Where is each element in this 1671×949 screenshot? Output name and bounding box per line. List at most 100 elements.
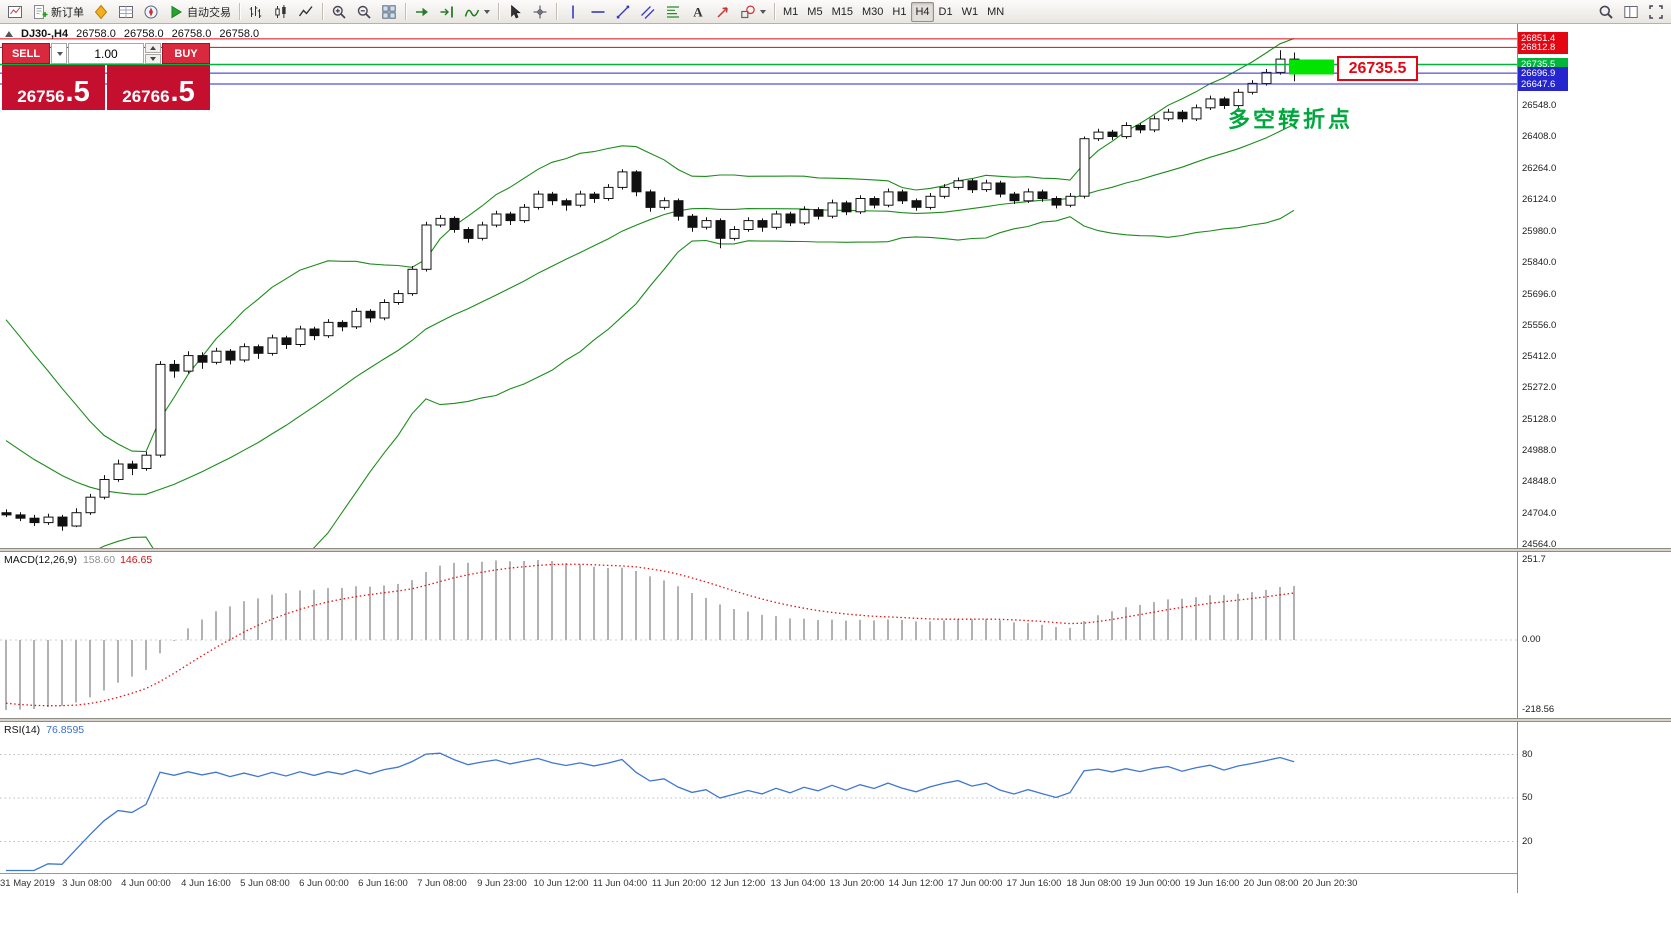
time-axis-label: 7 Jun 08:00 — [417, 878, 467, 889]
rsi-label: RSI(14) 76.8595 — [4, 724, 85, 736]
shapes-button[interactable] — [736, 2, 770, 22]
macd-panel[interactable]: MACD(12,26,9) 158.60 146.65 — [0, 552, 1517, 718]
timeframe-w1-button[interactable]: W1 — [958, 2, 983, 22]
volume-input[interactable] — [68, 43, 144, 64]
main-chart-canvas[interactable] — [0, 24, 1517, 548]
button-label: MN — [987, 5, 1005, 18]
button-label: W1 — [961, 5, 979, 18]
panel-divider[interactable] — [0, 718, 1671, 722]
collapse-chart-icon[interactable] — [5, 31, 13, 37]
button-label: H4 — [915, 5, 930, 18]
fibonacci-icon — [665, 4, 681, 20]
timeframe-h1-button[interactable]: H1 — [888, 2, 910, 22]
high-value: 26758.0 — [123, 28, 164, 40]
rsi-panel[interactable]: RSI(14) 76.8595 — [0, 722, 1517, 873]
time-axis-label: 11 Jun 04:00 — [592, 878, 648, 889]
time-axis-label: 6 Jun 00:00 — [299, 878, 349, 889]
rsi-canvas[interactable] — [0, 722, 1517, 873]
time-axis-label: 20 Jun 08:00 — [1243, 878, 1299, 889]
symbol-timeframe-label: DJ30-,H4 — [21, 28, 69, 40]
timeframe-m15-button[interactable]: M15 — [828, 2, 857, 22]
zoom-out-button[interactable] — [352, 2, 376, 22]
price-tag: 26696.9 — [1518, 66, 1568, 80]
main-chart-panel[interactable]: DJ30-,H4 26758.0 26758.0 26758.0 26758.0… — [0, 24, 1517, 548]
new-order-button[interactable]: 新订单 — [28, 2, 88, 22]
low-value: 26758.0 — [171, 28, 212, 40]
price-axis-label: 25272.0 — [1522, 382, 1557, 394]
timeframe-m30-button[interactable]: M30 — [858, 2, 887, 22]
indicators-button[interactable] — [460, 2, 494, 22]
tile-windows-button[interactable] — [377, 2, 401, 22]
fullscreen-icon — [1648, 4, 1664, 20]
navigator-icon — [143, 4, 159, 20]
buy-button[interactable]: BUY — [162, 43, 210, 64]
time-axis[interactable]: 31 May 2019 3 Jun 08:00 4 Jun 00:00 4 Jun 1… — [0, 873, 1517, 893]
vertical-line-button[interactable] — [561, 2, 585, 22]
candlestick-chart-button[interactable] — [269, 2, 293, 22]
macd-label: MACD(12,26,9) 158.60 146.65 — [4, 554, 153, 566]
timeframe-h4-button[interactable]: H4 — [911, 1, 934, 22]
horizontal-line-button[interactable] — [586, 2, 610, 22]
market-watch-button[interactable] — [89, 2, 113, 22]
timeframe-m5-button[interactable]: M5 — [803, 2, 826, 22]
search-button[interactable] — [1594, 2, 1618, 22]
time-axis-label: 19 Jun 16:00 — [1184, 878, 1240, 889]
timeframe-m1-button[interactable]: M1 — [779, 2, 802, 22]
volume-stepper — [145, 43, 161, 64]
highlight-box[interactable] — [1289, 59, 1334, 75]
zoom-in-icon — [331, 4, 347, 20]
panel-divider[interactable] — [0, 548, 1671, 552]
terminal-button[interactable] — [139, 2, 163, 22]
time-axis-label: 18 Jun 08:00 — [1066, 878, 1122, 889]
toolbar-separator — [322, 3, 323, 20]
price-axis-label: 26264.0 — [1522, 162, 1557, 174]
chevron-down-icon — [56, 51, 63, 56]
price-axis[interactable]: 26548.0 26408.0 26264.0 26124.0 25980.0 25840… — [1517, 24, 1671, 893]
buy-price-display[interactable]: 26766.5 — [107, 65, 210, 110]
auto-scroll-button[interactable] — [410, 2, 434, 22]
toolbar-separator — [239, 3, 240, 20]
sell-price-display[interactable]: 26756.5 — [2, 65, 105, 110]
bar-chart-button[interactable] — [244, 2, 268, 22]
close-value: 26758.0 — [219, 28, 260, 40]
crosshair-button[interactable] — [528, 2, 552, 22]
volume-up-button[interactable] — [145, 43, 161, 53]
button-label: M5 — [807, 5, 823, 18]
macd-axis-label: -218.56 — [1522, 704, 1555, 715]
new-chart-button[interactable] — [3, 2, 27, 22]
crosshair-icon — [532, 4, 548, 20]
cursor-button[interactable] — [503, 2, 527, 22]
fullscreen-button[interactable] — [1644, 2, 1668, 22]
timeframe-mn-button[interactable]: MN — [983, 2, 1008, 22]
fibonacci-button[interactable] — [661, 2, 685, 22]
time-axis-label: 17 Jun 00:00 — [947, 878, 1003, 889]
macd-axis-label: 0.00 — [1522, 634, 1541, 645]
text-label-button[interactable]: A — [686, 2, 710, 22]
equidistant-channel-button[interactable] — [636, 2, 660, 22]
data-window-button[interactable] — [114, 2, 138, 22]
toolbar-separator — [774, 3, 775, 20]
chevron-down-icon — [484, 9, 490, 14]
zoom-in-button[interactable] — [327, 2, 351, 22]
sell-button[interactable]: SELL — [2, 43, 50, 64]
line-chart-button[interactable] — [294, 2, 318, 22]
order-type-dropdown[interactable] — [51, 43, 67, 64]
layout-button[interactable] — [1619, 2, 1643, 22]
price-axis-label: 25412.0 — [1522, 351, 1557, 363]
tile-icon — [381, 4, 397, 20]
price-callout-label[interactable]: 26735.5 — [1337, 56, 1418, 81]
vline-icon — [565, 4, 581, 20]
chart-text-annotation[interactable]: 多空转折点 — [1228, 107, 1354, 132]
arrows-button[interactable] — [711, 2, 735, 22]
autotrade-button[interactable]: 自动交易 — [164, 2, 235, 22]
chart-shift-button[interactable] — [435, 2, 459, 22]
trendline-button[interactable] — [611, 2, 635, 22]
zoom-out-icon — [356, 4, 372, 20]
timeframe-d1-button[interactable]: D1 — [935, 2, 957, 22]
price-axis-label: 24704.0 — [1522, 508, 1557, 519]
macd-canvas[interactable] — [0, 552, 1517, 718]
toolbar-separator — [556, 3, 557, 20]
one-click-trading-panel: SELL BUY 26756.5 26766.5 — [2, 43, 210, 110]
volume-down-button[interactable] — [145, 54, 161, 64]
price-tag: 26812.8 — [1518, 40, 1568, 54]
